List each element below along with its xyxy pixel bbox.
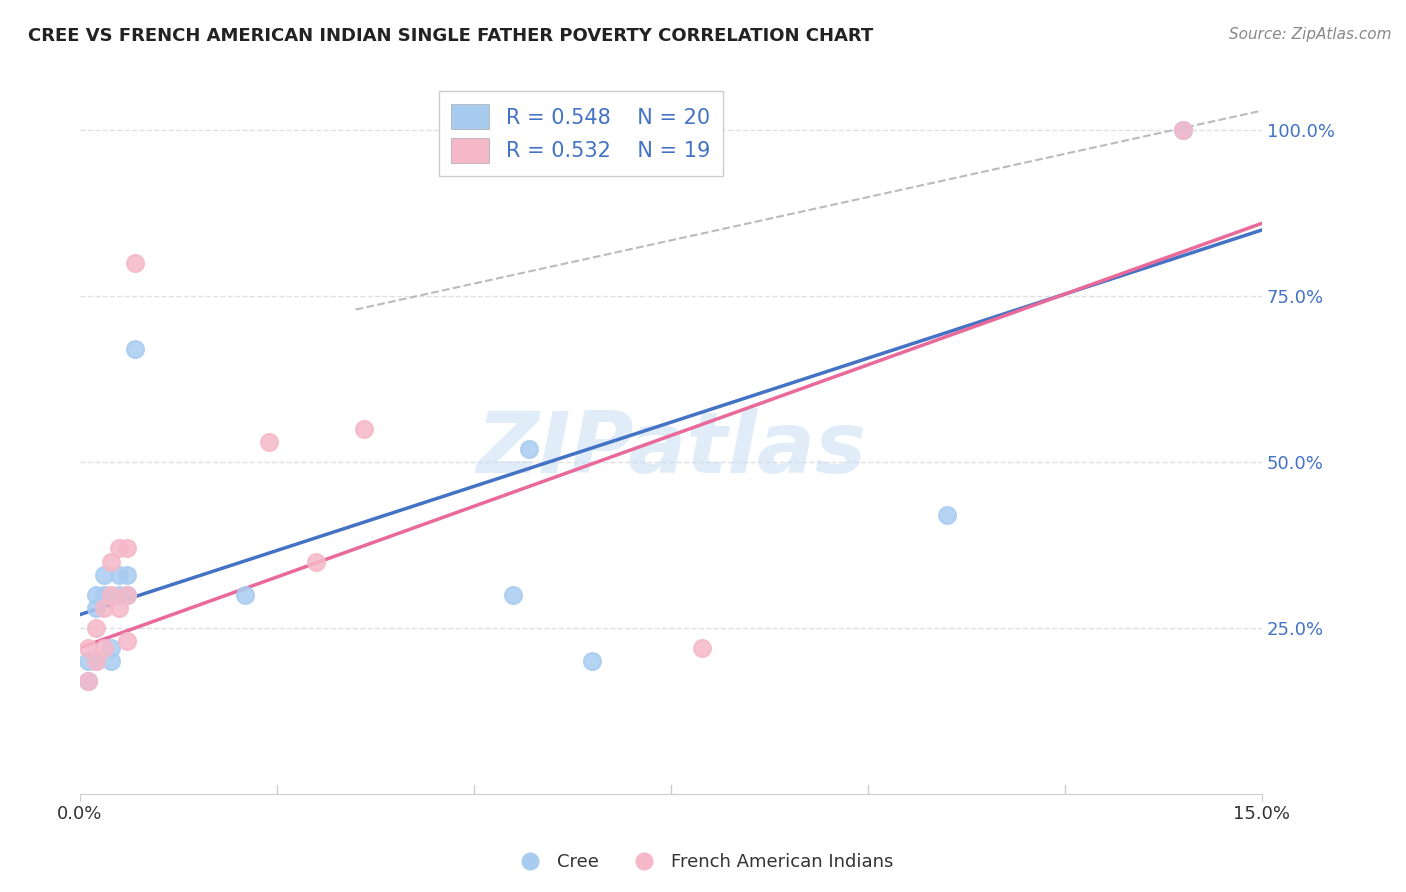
Point	[257, 435, 280, 450]
Text: ZIPatlas: ZIPatlas	[475, 409, 866, 491]
Point	[115, 567, 138, 582]
Point	[100, 555, 122, 569]
Point	[108, 567, 131, 582]
Point	[1171, 123, 1194, 137]
Point	[93, 601, 115, 615]
Point	[108, 588, 131, 602]
Point	[124, 256, 146, 270]
Point	[692, 640, 714, 655]
Point	[84, 654, 107, 668]
Point	[108, 601, 131, 615]
Point	[115, 588, 138, 602]
Point	[100, 640, 122, 655]
Point	[1171, 123, 1194, 137]
Point	[76, 673, 98, 688]
Point	[84, 601, 107, 615]
Point	[76, 640, 98, 655]
Point	[305, 555, 328, 569]
Point	[84, 654, 107, 668]
Point	[93, 640, 115, 655]
Point	[353, 422, 375, 436]
Point	[581, 654, 603, 668]
Point	[100, 588, 122, 602]
Point	[502, 588, 524, 602]
Point	[93, 588, 115, 602]
Point	[235, 588, 257, 602]
Point	[115, 634, 138, 648]
Text: Source: ZipAtlas.com: Source: ZipAtlas.com	[1229, 27, 1392, 42]
Point	[84, 588, 107, 602]
Legend: Cree, French American Indians: Cree, French American Indians	[505, 847, 901, 879]
Point	[76, 654, 98, 668]
Point	[115, 588, 138, 602]
Point	[115, 541, 138, 556]
Text: CREE VS FRENCH AMERICAN INDIAN SINGLE FATHER POVERTY CORRELATION CHART: CREE VS FRENCH AMERICAN INDIAN SINGLE FA…	[28, 27, 873, 45]
Legend: R = 0.548    N = 20, R = 0.532    N = 19: R = 0.548 N = 20, R = 0.532 N = 19	[439, 92, 723, 176]
Point	[108, 541, 131, 556]
Point	[100, 654, 122, 668]
Point	[517, 442, 540, 456]
Point	[84, 621, 107, 635]
Point	[93, 567, 115, 582]
Point	[124, 343, 146, 357]
Point	[76, 673, 98, 688]
Point	[935, 508, 957, 523]
